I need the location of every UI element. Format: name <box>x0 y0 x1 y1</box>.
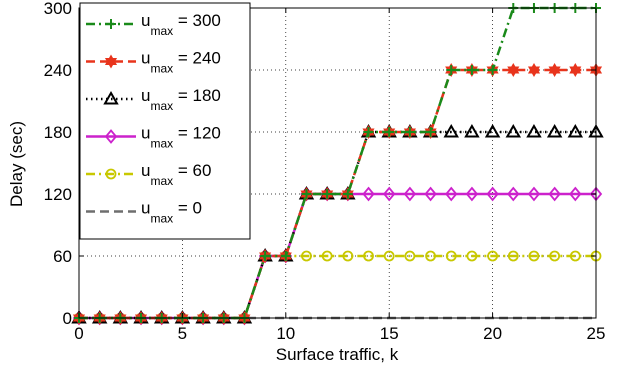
legend-label: umax = 0 <box>141 199 202 226</box>
legend-entry: umax = 180 <box>86 86 221 113</box>
data-point <box>567 123 584 138</box>
data-point <box>569 63 582 77</box>
y-tick-label: 60 <box>53 247 72 266</box>
x-axis-label: Surface traffic, k <box>276 345 399 364</box>
data-point <box>527 186 541 202</box>
legend-label: umax = 240 <box>141 49 221 76</box>
data-point <box>487 65 498 75</box>
data-point <box>322 189 333 199</box>
data-point <box>280 251 291 261</box>
legend-label: umax = 120 <box>141 124 221 151</box>
data-point <box>425 127 436 137</box>
data-point <box>363 127 374 137</box>
x-tick-label: 0 <box>74 324 83 343</box>
data-point <box>507 250 519 262</box>
data-point <box>104 54 118 69</box>
data-point <box>569 186 582 202</box>
data-point <box>106 19 116 29</box>
data-point <box>445 250 457 262</box>
data-point <box>549 250 561 262</box>
legend-entry: umax = 240 <box>86 49 221 76</box>
data-point <box>103 90 119 105</box>
legend-label: umax = 180 <box>141 86 221 113</box>
data-point <box>105 168 117 180</box>
data-point <box>526 123 542 138</box>
data-point <box>384 127 395 137</box>
legend-label: umax = 60 <box>141 161 211 188</box>
data-point <box>404 127 415 137</box>
x-tick-label: 5 <box>178 324 187 343</box>
axes: 0 5 10 15 20 25 0 60 120 180 240 300 <box>44 0 606 343</box>
data-point <box>403 186 417 202</box>
data-point <box>260 251 271 261</box>
y-tick-label: 240 <box>44 61 72 80</box>
legend-label: umax = 300 <box>141 11 221 38</box>
data-point <box>465 186 479 202</box>
data-point <box>104 129 118 144</box>
data-point <box>464 123 480 138</box>
legend-box <box>79 2 251 240</box>
x-tick-label: 20 <box>483 324 502 343</box>
data-point <box>321 250 333 262</box>
data-point <box>301 189 312 199</box>
data-point <box>362 186 375 202</box>
data-point <box>363 250 374 262</box>
x-tick-label: 15 <box>380 324 399 343</box>
series-line <box>79 6 596 320</box>
series-0 <box>74 3 601 323</box>
legend-entry: umax = 120 <box>86 124 221 151</box>
legend-entry: umax = 300 <box>86 11 221 38</box>
data-point <box>507 63 520 77</box>
x-tick-label: 10 <box>276 324 295 343</box>
data-point <box>425 250 436 262</box>
series-line <box>79 254 596 320</box>
data-point <box>342 250 354 262</box>
data-point <box>301 250 312 262</box>
data-point <box>404 250 416 262</box>
data-point <box>548 63 561 77</box>
data-point <box>487 250 499 262</box>
data-point <box>507 186 520 202</box>
plot-frame <box>78 7 597 319</box>
legend: umax = 300 umax = 240 umax = 180 umax = 120… <box>79 2 251 240</box>
data-point <box>446 65 457 75</box>
data-point <box>383 250 395 262</box>
data-point <box>466 65 477 75</box>
data-point <box>527 63 541 77</box>
x-tick-label: 25 <box>587 324 606 343</box>
data-point <box>443 123 459 138</box>
data-point <box>445 186 458 202</box>
series-4 <box>73 250 602 324</box>
data-point <box>486 186 499 202</box>
data-point <box>546 123 563 138</box>
y-tick-label: 0 <box>63 309 72 328</box>
data-point <box>383 186 396 202</box>
data-point <box>484 123 501 138</box>
data-point <box>569 250 581 262</box>
data-point <box>466 250 478 262</box>
y-tick-label: 120 <box>44 185 72 204</box>
data-point <box>342 189 353 199</box>
data-point <box>528 250 540 262</box>
data-point <box>505 123 522 138</box>
y-tick-label: 300 <box>44 0 72 18</box>
legend-entry: umax = 60 <box>86 161 211 188</box>
data-point <box>548 186 561 202</box>
y-axis-label: Delay (sec) <box>7 121 26 207</box>
data-point <box>424 186 437 202</box>
y-tick-label: 180 <box>44 123 72 142</box>
legend-entry: umax = 0 <box>86 199 202 226</box>
